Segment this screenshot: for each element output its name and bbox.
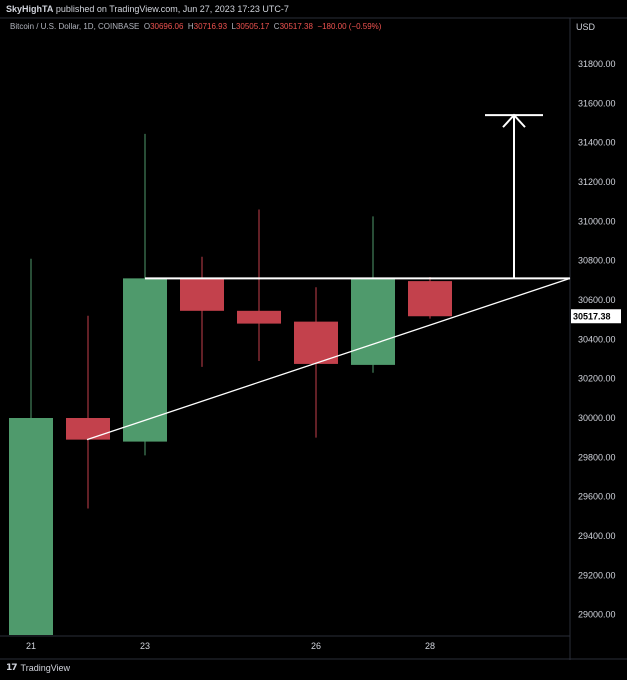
- y-tick-label: 30200.00: [578, 374, 616, 384]
- target-arrow-head: [502, 113, 526, 128]
- candle: [123, 133, 167, 456]
- candle: [294, 287, 338, 438]
- y-tick-label: 29200.00: [578, 570, 616, 580]
- author-name: SkyHighTA: [6, 4, 54, 14]
- low-label: L: [231, 22, 236, 31]
- ascending-trendline: [86, 277, 571, 441]
- y-axis: 29000.00 29200.00 29400.00 29600.00 29800.00…: [578, 59, 616, 620]
- x-axis: 21 23 26 28: [26, 641, 435, 651]
- chart-footer: 17 TradingView: [0, 660, 627, 680]
- y-tick-label: 30800.00: [578, 256, 616, 266]
- tradingview-brand: TradingView: [20, 663, 71, 673]
- candle-body: [123, 278, 167, 442]
- open-label: O: [143, 22, 151, 31]
- candle: [408, 277, 452, 319]
- candle: [66, 315, 110, 509]
- y-tick-label: 31600.00: [578, 98, 616, 108]
- published-info: SkyHighTA published on TradingView.com, …: [6, 4, 289, 14]
- tradingview-logo[interactable]: 17 TradingView: [6, 663, 70, 673]
- x-tick-label: 26: [311, 641, 321, 651]
- candle-body: [180, 278, 224, 311]
- y-tick-label: 31200.00: [578, 177, 616, 187]
- x-tick-label: 28: [425, 641, 435, 651]
- candle-body: [66, 418, 110, 440]
- close-label: C: [273, 22, 280, 31]
- symbol-label: Bitcoin / U.S. Dollar, 1D, COINBASE: [10, 22, 140, 31]
- candle-body: [408, 281, 452, 317]
- currency-label: USD: [576, 22, 596, 32]
- candle-body: [237, 310, 281, 324]
- y-tick-label: 31400.00: [578, 138, 616, 148]
- y-tick-label: 29400.00: [578, 531, 616, 541]
- y-tick-label: 31000.00: [578, 216, 616, 226]
- candle: [351, 216, 395, 373]
- y-tick-label: 30600.00: [578, 295, 616, 305]
- candle-body: [9, 418, 53, 635]
- candle-body: [351, 278, 395, 365]
- price-tag-box: [571, 309, 621, 324]
- last-price-tag: 30517.38: [571, 309, 621, 324]
- change-value: −180.00 (−0.59%): [317, 22, 382, 31]
- close-value: 30517.38: [279, 22, 313, 31]
- candle: [180, 256, 224, 367]
- axis-lines: [0, 17, 627, 660]
- drawings-layer: [86, 113, 571, 441]
- candle-body: [294, 321, 338, 364]
- high-label: H: [187, 22, 194, 31]
- price-tag-text: 30517.38: [573, 312, 611, 322]
- y-tick-label: 30400.00: [578, 334, 616, 344]
- y-tick-label: 29800.00: [578, 452, 616, 462]
- x-tick-label: 21: [26, 641, 36, 651]
- candle: [237, 209, 281, 361]
- low-value: 30505.17: [235, 22, 270, 31]
- candles-layer: [9, 133, 452, 635]
- y-tick-label: 31800.00: [578, 59, 616, 69]
- candle: [9, 258, 53, 635]
- y-tick-label: 29000.00: [578, 610, 616, 620]
- y-tick-label: 30000.00: [578, 413, 616, 423]
- high-value: 30716.93: [193, 22, 228, 31]
- y-tick-label: 29600.00: [578, 492, 616, 502]
- legend-line: Bitcoin / U.S. Dollar, 1D, COINBASE O306…: [10, 22, 381, 31]
- x-tick-label: 23: [140, 641, 150, 651]
- published-text: published on TradingView.com, Jun 27, 20…: [55, 4, 289, 14]
- open-value: 30696.06: [150, 22, 184, 31]
- chart-header: SkyHighTA published on TradingView.com, …: [0, 0, 627, 18]
- tradingview-logo-icon: 17: [6, 663, 17, 673]
